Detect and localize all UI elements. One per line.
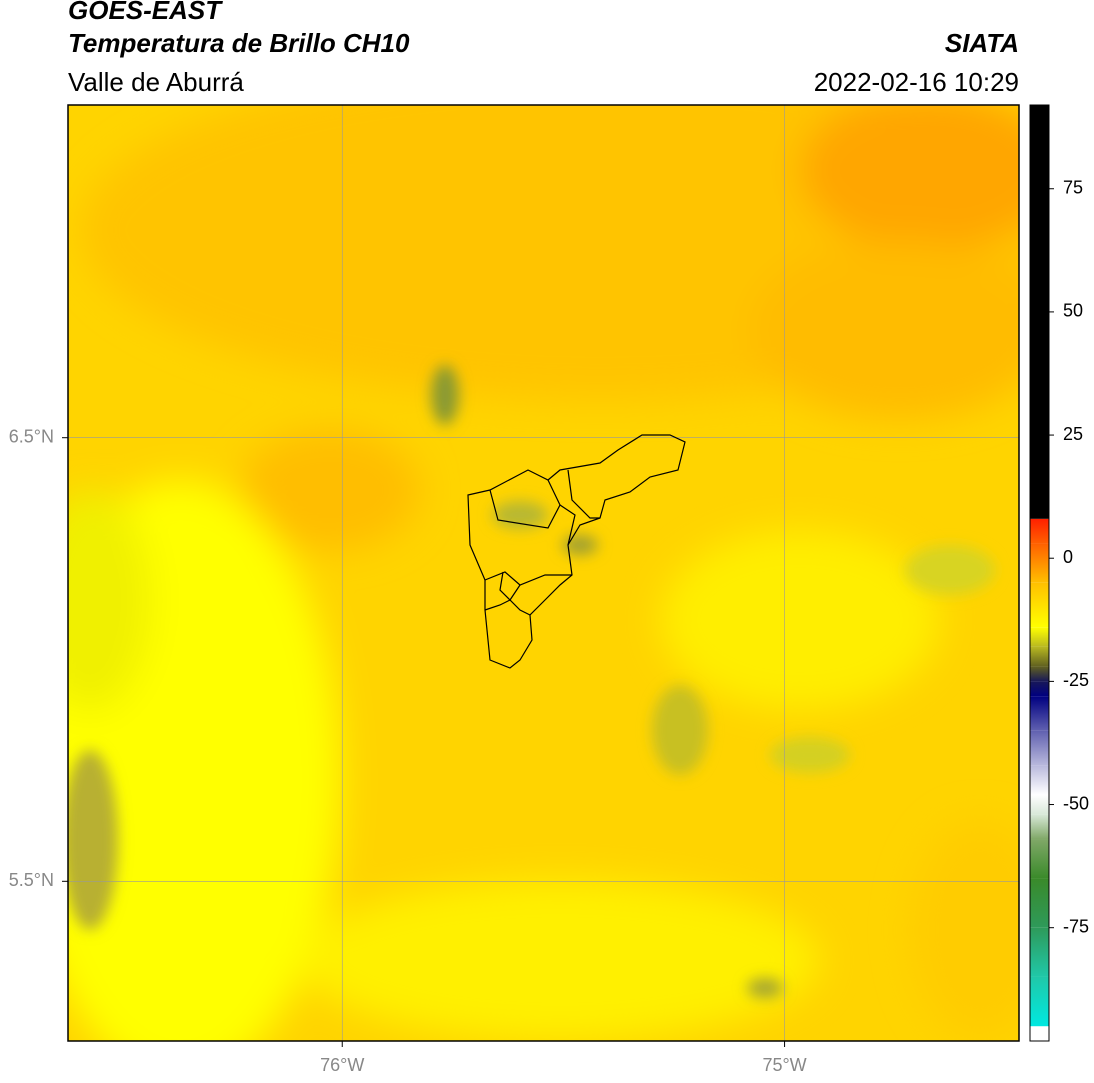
y-tick-label: 6.5°N [9, 426, 54, 446]
colorbar-band [1030, 543, 1049, 583]
colorbar-band [1030, 814, 1049, 840]
colorbar-band [1030, 627, 1049, 647]
colorbar-band [1030, 794, 1049, 815]
colorbar-band [1030, 730, 1049, 766]
colorbar: -75 -50 -25 0 25 50 75 [1030, 105, 1089, 1041]
colorbar-band [1030, 666, 1049, 682]
grid [68, 105, 1019, 1041]
colorbar-tick-label: 25 [1063, 424, 1083, 444]
y-tick-label: 5.5°N [9, 870, 54, 890]
colorbar-band [1030, 1026, 1049, 1041]
colorbar-band [1030, 839, 1049, 879]
municipal-boundaries [467, 434, 686, 669]
colorbar-tick-label: -75 [1063, 916, 1089, 936]
subtitle: Temperatura de Brillo CH10 [68, 28, 410, 58]
colorbar-frame [1029, 104, 1050, 1042]
colorbar-band [1030, 878, 1049, 928]
colorbar-band [1030, 927, 1049, 977]
colorbar-tick-label: 75 [1063, 177, 1083, 197]
region: Valle de Aburrá [68, 67, 244, 97]
colorbar-tick-label: 50 [1063, 301, 1083, 321]
colorbar-band [1030, 105, 1049, 519]
colorbar-band [1030, 518, 1049, 544]
colorbar-tick-label: -50 [1063, 793, 1089, 813]
colorbar-tick-label: -25 [1063, 670, 1089, 690]
imagery-cold-spots [68, 365, 995, 998]
colorbar-tick-label: 0 [1063, 547, 1073, 567]
colorbar-band [1030, 646, 1049, 667]
source: SIATA [945, 28, 1019, 58]
axes: 76°W 75°W 5.5°N 6.5°N [9, 426, 807, 1074]
x-tick-label: 76°W [320, 1055, 364, 1075]
colorbar-band [1030, 681, 1049, 697]
map-frame [67, 104, 1020, 1042]
x-tick-label: 75°W [762, 1055, 806, 1075]
title: GOES-EAST [68, 0, 223, 25]
colorbar-band [1030, 976, 1049, 1027]
datetime: 2022-02-16 10:29 [814, 67, 1019, 97]
colorbar-band [1030, 696, 1049, 731]
colorbar-band [1030, 765, 1049, 795]
colorbar-band [1030, 582, 1049, 628]
imagery [68, 105, 1019, 1041]
